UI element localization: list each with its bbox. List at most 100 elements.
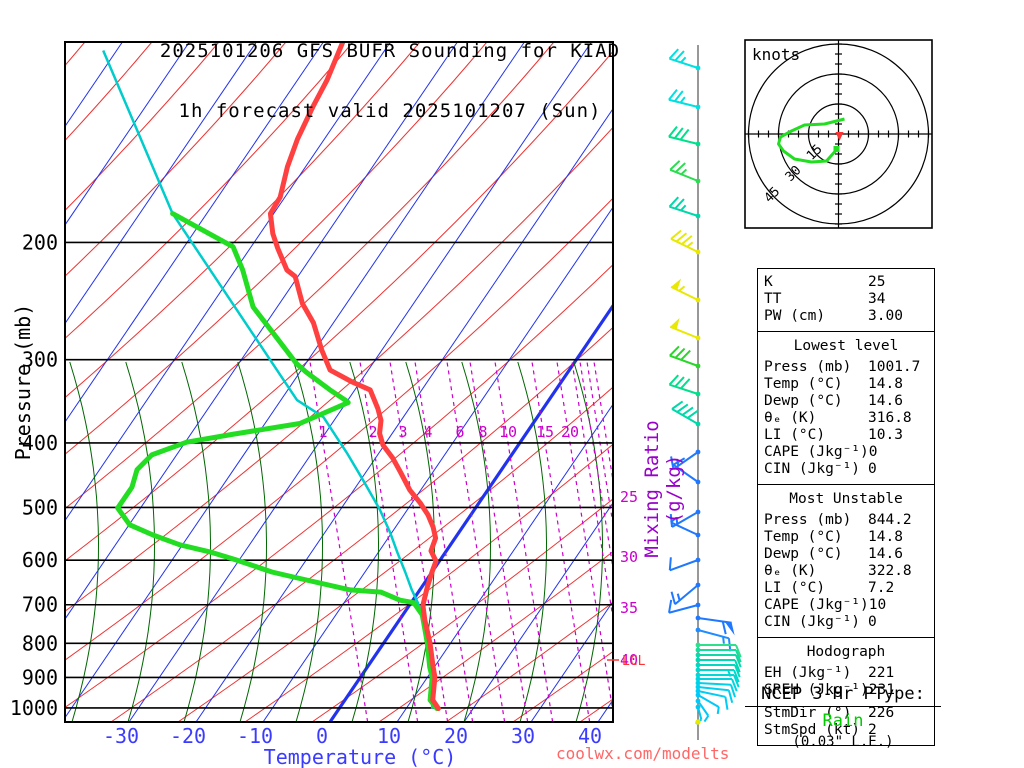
row-label: CAPE (Jkg⁻¹) bbox=[764, 444, 869, 460]
table-row: EH (Jkg⁻¹) 221 bbox=[764, 665, 928, 682]
index-value: 3.00 bbox=[868, 308, 903, 324]
chart-title-line1: 2025101206 GFS BUFR Sounding for KIAD bbox=[159, 40, 621, 62]
wind-barb bbox=[695, 672, 740, 688]
table-row: CAPE (Jkg⁻¹) 0 bbox=[764, 444, 928, 461]
wind-barb bbox=[695, 642, 742, 658]
wind-barb bbox=[695, 676, 738, 692]
svg-text:2: 2 bbox=[368, 423, 377, 441]
hodograph-stats-box: Hodograph EH (Jkg⁻¹) 221 SREH (Jkg⁻¹) 231 … bbox=[757, 638, 935, 746]
svg-text:-10: -10 bbox=[237, 724, 273, 748]
wind-barb bbox=[695, 680, 736, 698]
row-value: 844.2 bbox=[868, 512, 912, 528]
table-row: Dewp (°C) 14.6 bbox=[764, 546, 928, 563]
sounding-curves bbox=[102, 42, 441, 711]
table-row: SREH (Jkg⁻¹) 231 bbox=[764, 682, 928, 699]
row-label: LI (°C) bbox=[764, 427, 826, 443]
row-label: Press (mb) bbox=[764, 359, 852, 375]
svg-text:4: 4 bbox=[423, 423, 432, 441]
table-row: LI (°C) 10.3 bbox=[764, 427, 928, 444]
skewt-background-lines bbox=[65, 42, 613, 722]
row-value: 14.6 bbox=[868, 546, 903, 562]
wind-barb bbox=[695, 657, 741, 673]
svg-text:900: 900 bbox=[22, 665, 58, 689]
wind-barb bbox=[668, 125, 701, 147]
table-row: Temp (°C) 14.8 bbox=[764, 529, 928, 546]
wind-barb bbox=[695, 698, 710, 723]
row-label: CIN (Jkg⁻¹) bbox=[764, 461, 861, 477]
wind-barb bbox=[668, 374, 701, 397]
wind-barb bbox=[670, 278, 701, 303]
row-value: 221 bbox=[868, 665, 895, 681]
svg-text:8: 8 bbox=[478, 423, 487, 441]
lcl-marker: LCL bbox=[607, 654, 646, 669]
hodograph-trace-end-marker bbox=[833, 146, 840, 152]
svg-text:200: 200 bbox=[22, 230, 58, 254]
most-unstable-box: Most Unstable Press (mb) 844.2 Temp (°C) 1… bbox=[757, 485, 935, 638]
row-label: θₑ (K) bbox=[764, 410, 817, 426]
index-label: TT bbox=[764, 291, 782, 307]
table-row: CIN (Jkg⁻¹) 0 bbox=[764, 614, 928, 631]
wind-barb bbox=[695, 647, 742, 663]
row-value: 2 bbox=[868, 722, 877, 738]
svg-text:25: 25 bbox=[620, 488, 638, 506]
row-label: Dewp (°C) bbox=[764, 393, 843, 409]
most-unstable-title: Most Unstable bbox=[789, 491, 903, 507]
storm-motion-marker bbox=[835, 132, 844, 141]
row-value: 7.2 bbox=[868, 580, 895, 596]
wind-barb bbox=[695, 692, 720, 715]
wind-barb bbox=[672, 457, 701, 485]
row-value: 1001.7 bbox=[868, 359, 921, 375]
wind-barb bbox=[695, 615, 735, 636]
wind-barb bbox=[670, 582, 701, 606]
row-value: 231 bbox=[868, 682, 895, 698]
wind-barb bbox=[668, 88, 701, 110]
wind-barb bbox=[668, 557, 701, 572]
hodograph-units-label: knots bbox=[752, 45, 800, 64]
svg-text:6: 6 bbox=[455, 423, 464, 441]
ptype-heading: NCEP 3-Hr PType: bbox=[745, 684, 941, 707]
index-row-tt: TT 34 bbox=[764, 291, 928, 308]
svg-text:1000: 1000 bbox=[10, 696, 58, 720]
row-label: StmSpd (kt) bbox=[764, 722, 861, 738]
lowest-level-title: Lowest level bbox=[793, 338, 899, 354]
index-value: 25 bbox=[868, 274, 886, 290]
wind-barb bbox=[671, 400, 701, 427]
table-row: CIN (Jkg⁻¹) 0 bbox=[764, 461, 928, 478]
svg-text:600: 600 bbox=[22, 548, 58, 572]
wind-barb bbox=[669, 345, 701, 369]
row-value: 14.6 bbox=[868, 393, 903, 409]
svg-text:30: 30 bbox=[511, 724, 535, 748]
pressure-axis-label: Pressure (mb) bbox=[11, 303, 35, 461]
watermark-link[interactable]: coolwx.com/modelts bbox=[556, 744, 730, 763]
svg-text:800: 800 bbox=[22, 631, 58, 655]
row-value: 14.8 bbox=[868, 376, 903, 392]
row-label: LI (°C) bbox=[764, 580, 826, 596]
row-value: 0 bbox=[868, 461, 877, 477]
chart-title: 2025101206 GFS BUFR Sounding for KIAD 1h… bbox=[60, 1, 720, 161]
wind-barb bbox=[669, 160, 701, 184]
svg-text:400: 400 bbox=[22, 431, 58, 455]
wind-barb bbox=[695, 688, 729, 710]
dewpoint-curve bbox=[115, 211, 440, 711]
wind-barb bbox=[695, 684, 734, 704]
ptype-value: Rain bbox=[822, 711, 864, 731]
table-row: StmSpd (kt) 2 bbox=[764, 722, 928, 739]
row-label: EH (Jkg⁻¹) bbox=[764, 665, 852, 681]
wind-barb bbox=[695, 662, 741, 678]
svg-text:500: 500 bbox=[22, 495, 58, 519]
row-label: CIN (Jkg⁻¹) bbox=[764, 614, 861, 630]
index-row-pw: PW (cm) 3.00 bbox=[764, 308, 928, 325]
wind-barb bbox=[670, 449, 701, 471]
row-label: Press (mb) bbox=[764, 512, 852, 528]
row-label: Dewp (°C) bbox=[764, 546, 843, 562]
svg-text:30: 30 bbox=[620, 548, 638, 566]
ptype-liquid-equivalent: (0.03" L.E.) bbox=[792, 734, 894, 750]
lowest-level-box: Lowest level Press (mb) 1001.7 Temp (°C) 1… bbox=[757, 332, 935, 485]
svg-text:15: 15 bbox=[536, 423, 554, 441]
svg-text:20: 20 bbox=[561, 423, 579, 441]
index-row-k: K 25 bbox=[764, 274, 928, 291]
row-value: 0 bbox=[868, 614, 877, 630]
row-value: 10 bbox=[868, 597, 887, 613]
